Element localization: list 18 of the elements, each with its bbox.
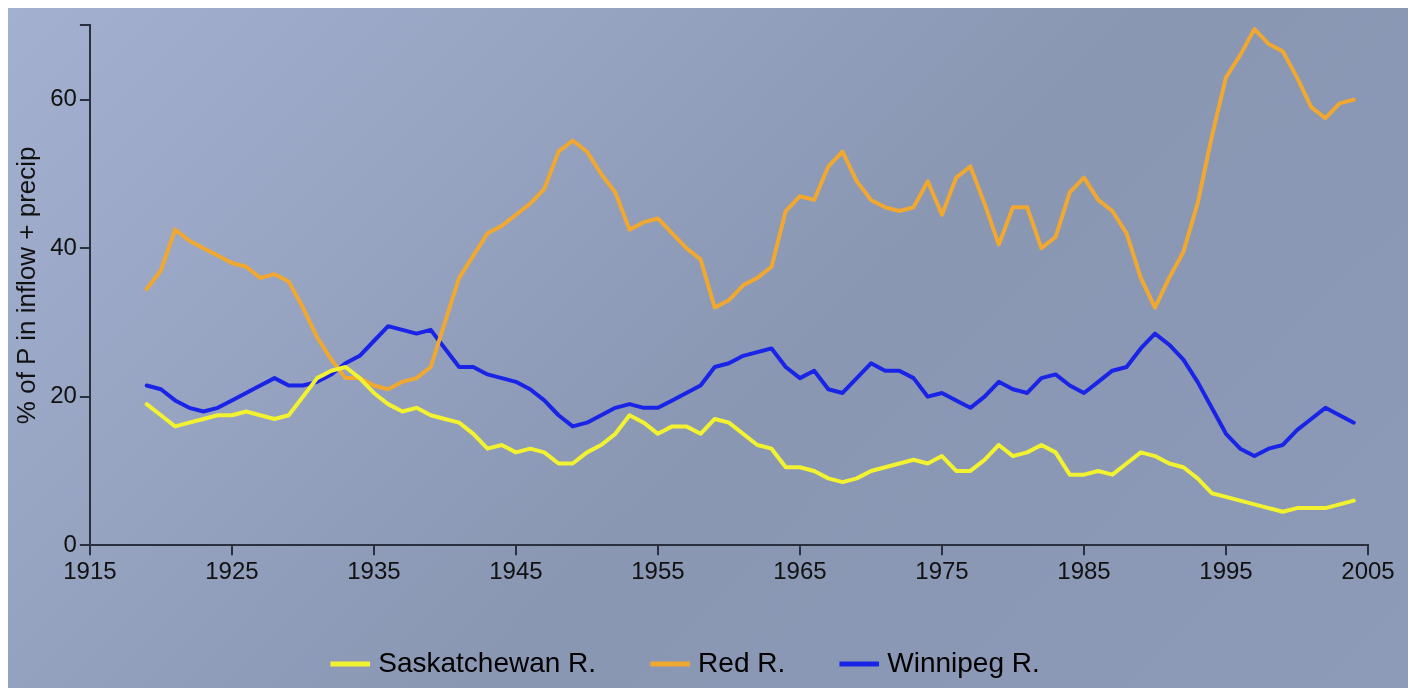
x-tick-label: 1915 bbox=[63, 557, 117, 585]
x-tick-label: 1935 bbox=[347, 557, 401, 585]
x-tick-label: 1975 bbox=[915, 557, 969, 585]
x-tick-label: 1955 bbox=[631, 557, 685, 585]
x-tick-label: 1965 bbox=[773, 557, 827, 585]
x-tick-label: 2005 bbox=[1341, 557, 1395, 585]
y-axis-title: % of P in inflow + precip bbox=[10, 146, 41, 425]
legend-label: Winnipeg R. bbox=[887, 646, 1040, 678]
x-tick-label: 1945 bbox=[489, 557, 543, 585]
y-tick-label: 0 bbox=[63, 529, 77, 557]
y-tick-label: 20 bbox=[50, 381, 77, 409]
legend-label: Red R. bbox=[698, 646, 786, 678]
x-tick-label: 1925 bbox=[205, 557, 259, 585]
y-tick-label: 40 bbox=[50, 232, 77, 260]
legend-label: Saskatchewan R. bbox=[378, 646, 597, 678]
x-tick-label: 1995 bbox=[1199, 557, 1253, 585]
y-tick-label: 60 bbox=[50, 84, 77, 112]
x-tick-label: 1985 bbox=[1057, 557, 1111, 585]
